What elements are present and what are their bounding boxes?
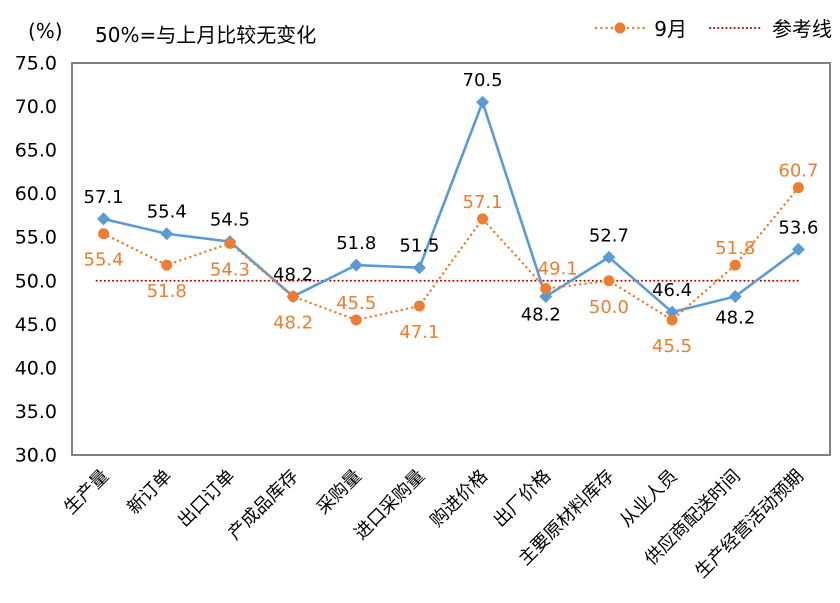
data-label: 51.8 <box>147 281 187 302</box>
data-point-marker <box>792 182 804 194</box>
data-label: 55.4 <box>84 250 124 271</box>
category-label: 新订单 <box>123 466 176 519</box>
data-point-marker <box>413 300 425 312</box>
circle-marker-sample <box>614 22 626 33</box>
data-label: 60.7 <box>778 161 818 182</box>
category-label: 生产经营活动预期 <box>691 466 808 583</box>
data-label: 45.5 <box>652 336 692 357</box>
y-axis-tick-label: 35.0 <box>15 401 57 423</box>
data-point-marker <box>728 289 742 303</box>
y-axis-tick-label: 45.0 <box>15 314 57 336</box>
september-series-sample-icon <box>595 22 646 33</box>
data-point-marker <box>349 258 363 272</box>
data-label: 47.1 <box>399 322 439 343</box>
y-axis-tick-label: 70.0 <box>15 96 57 118</box>
data-label: 51.5 <box>399 236 439 257</box>
data-label: 70.5 <box>463 70 503 91</box>
data-point-marker <box>350 314 362 326</box>
y-axis-unit-label: (%) <box>28 19 63 43</box>
category-label: 出口订单 <box>174 466 240 532</box>
data-label: 55.4 <box>147 202 187 223</box>
legend-label-reference: 参考线 <box>772 17 832 41</box>
data-point-marker <box>539 289 553 303</box>
data-label: 52.7 <box>589 225 629 246</box>
data-label: 48.2 <box>715 307 755 328</box>
series-line <box>102 186 800 322</box>
category-label: 采购量 <box>313 466 366 519</box>
category-label: 从业人员 <box>616 466 682 532</box>
data-label: 48.2 <box>273 264 313 285</box>
data-label: 48.2 <box>273 312 313 333</box>
data-point-marker <box>540 283 552 295</box>
y-axis-tick-label: 75.0 <box>15 53 57 75</box>
category-label: 出厂价格 <box>490 466 556 532</box>
series-line <box>103 98 800 314</box>
data-point-marker <box>603 275 615 287</box>
legend-item-september: 9月 <box>595 13 687 42</box>
data-point-marker <box>666 314 678 326</box>
data-label: 46.4 <box>652 280 692 301</box>
data-point-marker <box>602 250 616 264</box>
legend-item-reference: 参考线 <box>709 13 832 42</box>
data-point-marker <box>477 213 489 225</box>
data-point-marker <box>161 259 173 271</box>
legend-label-september: 9月 <box>654 17 687 41</box>
data-label: 51.8 <box>336 233 376 254</box>
data-label: 49.1 <box>538 259 578 280</box>
data-point-marker <box>729 259 741 271</box>
data-label: 57.1 <box>84 187 124 208</box>
data-label: 45.5 <box>336 293 376 314</box>
data-label: 48.2 <box>521 304 561 325</box>
data-label: 53.6 <box>778 217 818 238</box>
y-axis-tick-label: 50.0 <box>15 270 57 292</box>
data-point-marker <box>412 261 426 275</box>
legend: 9月 参考线 <box>595 13 832 42</box>
data-point-marker <box>98 228 110 240</box>
data-point-marker <box>665 305 679 319</box>
data-point-marker <box>160 227 174 241</box>
data-label: 54.5 <box>210 210 250 231</box>
data-point-marker <box>97 212 111 226</box>
data-label: 57.1 <box>463 192 503 213</box>
y-axis-tick-label: 55.0 <box>15 227 57 249</box>
data-label: 50.0 <box>589 297 629 318</box>
category-label: 生产量 <box>60 466 113 519</box>
data-point-marker <box>287 290 299 302</box>
category-label: 购进价格 <box>426 466 492 532</box>
data-label: 54.3 <box>210 259 250 280</box>
reference-line-sample-icon <box>709 26 763 29</box>
data-point-marker <box>224 237 236 249</box>
y-axis-tick-label: 60.0 <box>15 183 57 205</box>
y-axis-tick-label: 30.0 <box>15 445 57 467</box>
y-axis-tick-label: 65.0 <box>15 140 57 162</box>
chart-subtitle: 50%=与上月比较无变化 <box>95 23 317 47</box>
y-axis-tick-label: 40.0 <box>15 357 57 379</box>
data-point-marker <box>791 242 805 256</box>
plot-border <box>71 62 831 456</box>
data-label: 51.8 <box>715 238 755 259</box>
data-point-marker <box>476 95 490 109</box>
